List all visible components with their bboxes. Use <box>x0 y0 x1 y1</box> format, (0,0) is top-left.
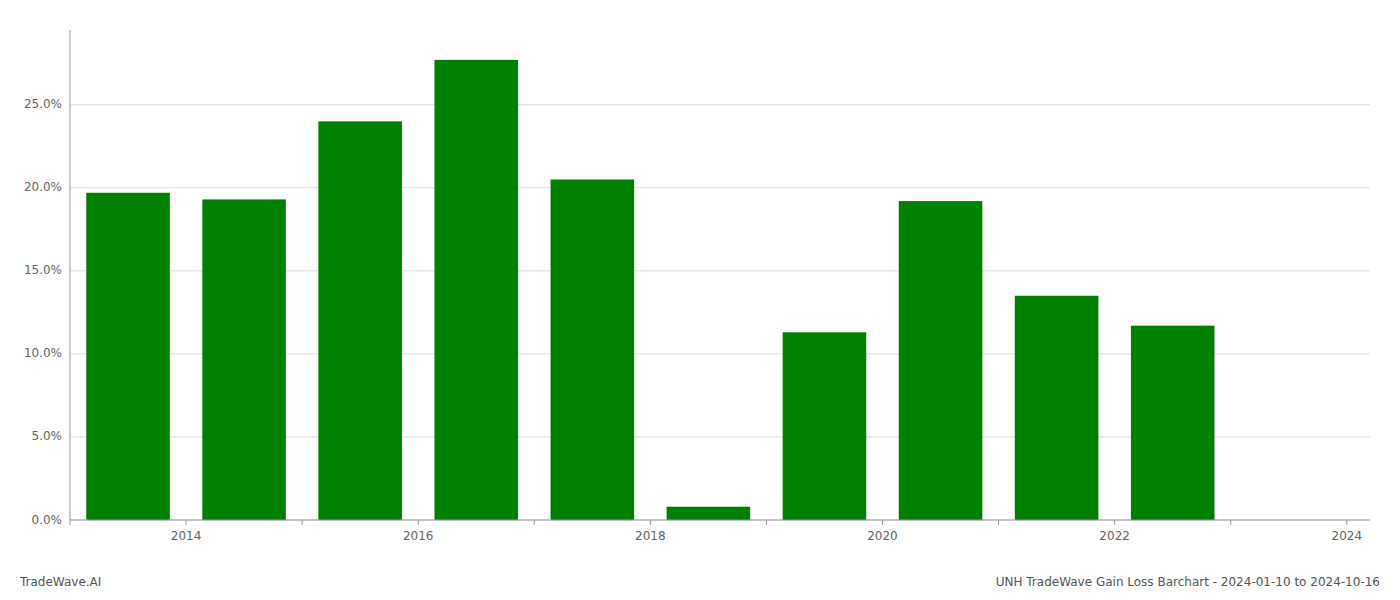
x-tick-label: 2022 <box>1099 529 1130 543</box>
x-tick <box>186 520 187 525</box>
x-tick <box>1114 520 1115 525</box>
grid-line <box>70 104 1370 105</box>
x-tick-label: 2020 <box>867 529 898 543</box>
bar <box>551 179 635 520</box>
bar <box>86 193 170 520</box>
bar <box>1131 326 1215 520</box>
y-tick-label: 5.0% <box>32 429 63 443</box>
footer-text: TradeWave.AI <box>19 575 101 589</box>
x-tick <box>766 520 767 525</box>
x-axis-line <box>70 520 1370 521</box>
chart-svg: 0.0% 5.0% 10.0% 15.0% 20.0% 25.0% 2014 2016 2018… <box>0 0 1400 600</box>
y-tick-label: 20.0% <box>24 180 62 194</box>
x-tick <box>998 520 999 525</box>
x-tick <box>650 520 651 525</box>
y-tick-label: 10.0% <box>24 346 62 360</box>
y-tick-label: 0.0% <box>32 513 63 527</box>
x-tick <box>1346 520 1347 525</box>
grid-line <box>70 187 1370 188</box>
y-axis-line <box>70 30 71 520</box>
bar <box>667 507 751 520</box>
bar <box>783 332 867 520</box>
y-tick-label: 25.0% <box>24 97 62 111</box>
x-tick <box>882 520 883 525</box>
bars <box>86 60 1214 520</box>
x-tick <box>302 520 303 525</box>
x-tick-label: 2016 <box>403 529 434 543</box>
x-tick <box>1230 520 1231 525</box>
bar <box>318 121 402 520</box>
x-tick-label: 2014 <box>171 529 202 543</box>
x-tick <box>70 520 71 525</box>
bar <box>899 201 983 520</box>
x-axis: 2014 2016 2018 2020 2022 2024 <box>70 520 1370 543</box>
x-tick <box>534 520 535 525</box>
bar <box>1015 296 1099 520</box>
grid-line <box>70 520 1370 521</box>
x-tick-label: 2018 <box>635 529 666 543</box>
y-tick-label: 15.0% <box>24 263 62 277</box>
bar <box>202 199 286 520</box>
x-tick <box>418 520 419 525</box>
footer-text: UNH TradeWave Gain Loss Barchart - 2024-… <box>996 575 1380 589</box>
x-tick-label: 2024 <box>1332 529 1363 543</box>
chart-container: 0.0% 5.0% 10.0% 15.0% 20.0% 25.0% 2014 2016 2018… <box>0 0 1400 600</box>
y-axis: 0.0% 5.0% 10.0% 15.0% 20.0% 25.0% <box>24 30 1370 527</box>
bar <box>434 60 518 520</box>
